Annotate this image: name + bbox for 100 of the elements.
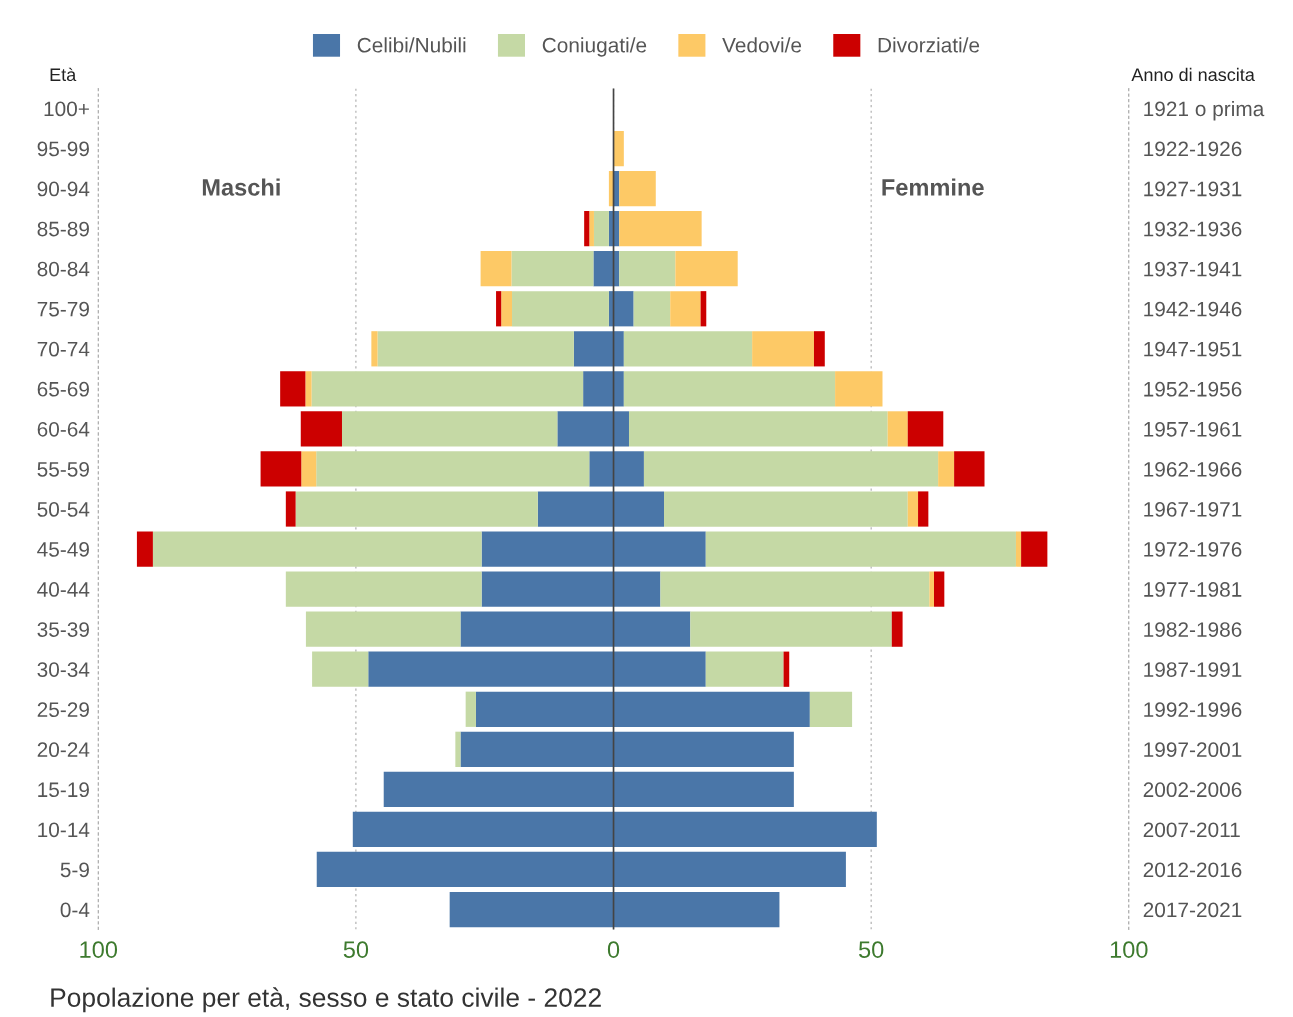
bar	[929, 571, 935, 607]
y-tick-label: 35-39	[37, 622, 89, 637]
y2-tick-label: 2007-2011	[1143, 822, 1240, 838]
bar	[907, 411, 944, 447]
y-axis-title: Età	[50, 67, 77, 82]
bar	[280, 371, 306, 407]
bar	[623, 371, 836, 407]
text: Popolazione per età, sesso e stato civile - 2022	[51, 987, 601, 1013]
x-tick-label: 0	[607, 941, 620, 958]
bar	[690, 611, 892, 647]
bar	[934, 571, 945, 607]
bar	[835, 371, 883, 407]
bar	[1015, 531, 1022, 567]
y2-tick-label: 1932-1936	[1144, 221, 1242, 237]
y-tick-label: 60-64	[37, 421, 90, 437]
y2-tick-label: 1927-1931	[1144, 181, 1242, 197]
bar	[311, 371, 584, 407]
y2-tick-label: 1922-1926	[1144, 141, 1242, 157]
bar	[285, 571, 482, 607]
bar	[670, 291, 701, 327]
y2-tick-label: 1957-1961	[1144, 421, 1242, 437]
y2-tick-label: 1921 o prima	[1144, 100, 1265, 121]
bar	[660, 571, 930, 607]
bar	[918, 491, 929, 527]
y-tick-label: 90-94	[37, 181, 90, 197]
bar	[907, 491, 919, 527]
x-tick-label: 100	[1110, 941, 1148, 958]
y-tick-label: 95-99	[37, 141, 89, 157]
y-tick-label: 75-79	[37, 301, 89, 317]
bar	[887, 411, 908, 447]
y2-tick-label: 1977-1981	[1144, 582, 1242, 597]
bar	[613, 291, 634, 327]
bar	[619, 211, 702, 247]
bar	[511, 251, 594, 287]
bar	[260, 451, 302, 487]
y2-tick-label: 2012-2016	[1143, 862, 1242, 878]
bar	[512, 291, 609, 327]
bar	[705, 651, 784, 687]
y2-tick-label: 1997-2001	[1144, 742, 1242, 758]
y-tick-label: 85-89	[37, 221, 89, 237]
bar	[341, 411, 558, 447]
bar	[301, 451, 317, 487]
bar	[316, 451, 590, 487]
bar	[643, 451, 939, 487]
bar	[675, 251, 738, 287]
legend-label: Divorziati/e	[878, 37, 980, 53]
y2-tick-label: 1967-1971	[1144, 502, 1242, 517]
y-tick-label: 55-59	[37, 461, 89, 477]
y-tick-label: 30-34	[37, 662, 90, 677]
y-tick-label: 40-44	[37, 582, 90, 597]
x-tick-label: 50	[343, 941, 369, 958]
bar	[954, 451, 985, 487]
y2-tick-label: 1962-1966	[1144, 461, 1242, 477]
bar	[152, 531, 482, 567]
y-tick-label: 10-14	[38, 822, 90, 838]
x-tick-label: 100	[80, 941, 118, 958]
bar	[619, 170, 656, 207]
bar	[619, 251, 676, 287]
bar	[938, 451, 955, 487]
y2-tick-label: 1982-1986	[1144, 622, 1242, 637]
y-tick-label: 50-54	[37, 502, 90, 517]
y-tick-label: 5-9	[60, 862, 89, 878]
y-tick-label: 0-4	[60, 902, 90, 918]
bar	[891, 611, 903, 647]
bar	[455, 731, 461, 767]
bar	[377, 331, 574, 367]
x-tick-label: 50	[858, 941, 884, 958]
bar	[613, 130, 624, 167]
bar	[371, 331, 378, 367]
bar	[705, 531, 1016, 567]
bar	[589, 211, 594, 247]
bar	[285, 491, 296, 527]
y2-tick-label: 1987-1991	[1144, 662, 1242, 677]
y-tick-label: 25-29	[37, 702, 89, 718]
bar	[496, 291, 502, 327]
annotation: Femmine	[882, 178, 984, 196]
bar	[633, 291, 671, 327]
bar	[628, 411, 888, 447]
bar	[1021, 531, 1048, 567]
bar	[809, 691, 853, 727]
bar	[312, 651, 369, 687]
y-tick-label: 45-49	[37, 542, 89, 557]
y2-tick-label: 2017-2021	[1143, 902, 1242, 918]
y2-tick-label: 1937-1941	[1144, 261, 1242, 277]
y-tick-label: 15-19	[38, 782, 89, 798]
bar	[465, 691, 476, 727]
bar	[305, 371, 312, 407]
y2-tick-label: 1942-1946	[1144, 301, 1242, 317]
bar	[300, 411, 342, 447]
bar	[305, 611, 461, 647]
y-tick-label: 80-84	[37, 261, 90, 277]
bar	[501, 291, 513, 327]
y2-tick-label: 1952-1956	[1144, 381, 1242, 397]
y-tick-label: 70-74	[37, 341, 90, 357]
bar	[584, 211, 590, 247]
y2-tick-label: 1972-1976	[1144, 542, 1242, 557]
y2-tick-label: 2002-2006	[1143, 782, 1242, 798]
bar	[664, 491, 908, 527]
y2-tick-label: 1947-1951	[1144, 341, 1242, 357]
bar	[295, 491, 538, 527]
